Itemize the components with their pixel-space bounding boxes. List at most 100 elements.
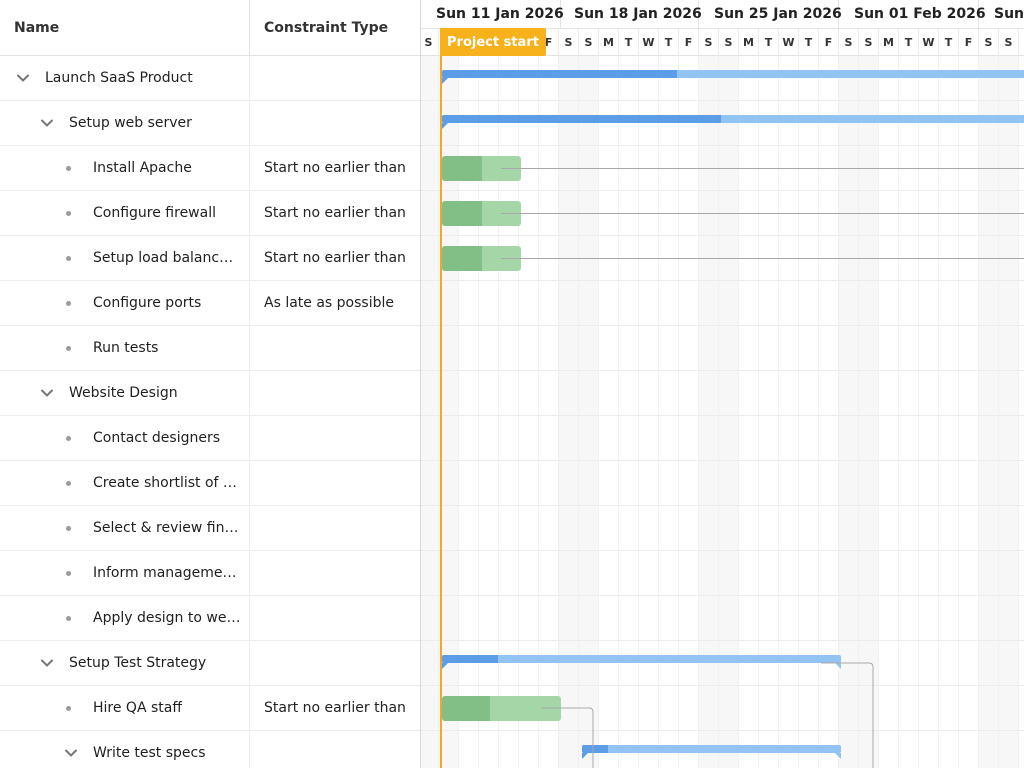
day-header: S (999, 29, 1019, 56)
grid-cell-constraint-type[interactable] (250, 101, 420, 145)
day-column (439, 56, 459, 768)
day-header: F (819, 29, 839, 56)
week-header: Sun 01 Feb 2026 (839, 0, 986, 28)
grid-cell-constraint-type[interactable] (250, 56, 420, 100)
day-column (599, 56, 619, 768)
task-progress-fill (442, 655, 498, 663)
grid-cell-constraint-type[interactable] (250, 326, 420, 370)
task-grid: Name Constraint Type Launch SaaS Product… (0, 0, 421, 768)
dependency-line (541, 707, 594, 768)
bullet-icon (66, 210, 71, 216)
day-column (939, 56, 959, 768)
grid-row[interactable]: Contact designers (0, 416, 420, 461)
day-header: W (779, 29, 799, 56)
grid-cell-name: Inform manageme… (0, 551, 250, 595)
day-column (519, 56, 539, 768)
summary-task-bar[interactable] (442, 115, 1024, 129)
grid-cell-constraint-type[interactable]: Start no earlier than (264, 205, 406, 221)
task-progress-fill (442, 696, 490, 721)
grid-cell-constraint-type[interactable] (250, 641, 420, 685)
grid-row[interactable]: Website Design (0, 371, 420, 416)
grid-row[interactable]: Setup Test Strategy (0, 641, 420, 686)
timeline-row (421, 686, 1024, 731)
grid-cell-constraint-type[interactable] (250, 461, 420, 505)
grid-row[interactable]: Setup web server (0, 101, 420, 146)
grid-cell-name: Select & review fin… (0, 506, 250, 550)
timeline-row (421, 146, 1024, 191)
grid-cell-constraint-type[interactable]: Start no earlier than (264, 250, 406, 266)
grid-row[interactable]: Configure ports As late as possible (0, 281, 420, 326)
grid-cell-name: Write test specs (0, 731, 250, 768)
task-name: Select & review fin… (93, 520, 239, 536)
chevron-down-icon[interactable] (37, 383, 57, 403)
bullet-icon (66, 435, 71, 441)
task-name: Apply design to we… (93, 610, 241, 626)
timeline-row (421, 56, 1024, 101)
task-name: Run tests (93, 340, 159, 356)
day-column (919, 56, 939, 768)
day-column (859, 56, 879, 768)
column-header-name[interactable]: Name (0, 0, 250, 56)
grid-cell-constraint-type[interactable] (250, 551, 420, 595)
grid-body: Launch SaaS Product Setup web server Insta… (0, 56, 420, 768)
grid-cell-constraint-type[interactable] (250, 371, 420, 415)
day-header: M (1019, 29, 1024, 56)
grid-row[interactable]: Run tests (0, 326, 420, 371)
grid-header: Name Constraint Type (0, 0, 420, 56)
day-column (779, 56, 799, 768)
grid-row[interactable]: Apply design to we… (0, 596, 420, 641)
timeline-week-header: Sun 11 Jan 2026 Sun 18 Jan 2026 Sun 25 Jan… (421, 0, 1024, 28)
day-header: S (579, 29, 599, 56)
grid-cell-constraint-type[interactable]: Start no earlier than (264, 160, 406, 176)
task-bar[interactable] (442, 156, 521, 181)
grid-row[interactable]: Configure firewall Start no earlier than (0, 191, 420, 236)
day-header: T (939, 29, 959, 56)
grid-cell-name: Configure ports (0, 281, 250, 325)
bullet-icon (66, 480, 71, 486)
task-progress-fill (442, 70, 678, 78)
grid-cell-name: Setup Test Strategy (0, 641, 250, 685)
chevron-down-icon[interactable] (37, 113, 57, 133)
day-column (739, 56, 759, 768)
task-name: Contact designers (93, 430, 221, 446)
week-header: Sun (979, 0, 1024, 28)
grid-row[interactable]: Select & review fin… (0, 506, 420, 551)
grid-row[interactable]: Install Apache Start no earlier than (0, 146, 420, 191)
grid-cell-name: Create shortlist of t… (0, 461, 250, 505)
timeline-row (421, 641, 1024, 686)
bullet-icon (66, 570, 71, 576)
grid-cell-constraint-type[interactable]: Start no earlier than (264, 700, 406, 716)
day-column (659, 56, 679, 768)
day-header: T (619, 29, 639, 56)
summary-task-bar[interactable] (582, 745, 841, 759)
task-progress-fill (442, 246, 482, 271)
day-header: T (759, 29, 779, 56)
summary-task-bar[interactable] (442, 655, 841, 669)
grid-cell-constraint-type[interactable] (250, 596, 420, 640)
grid-row[interactable]: Inform manageme… (0, 551, 420, 596)
grid-cell-constraint-type[interactable] (250, 416, 420, 460)
day-column (619, 56, 639, 768)
day-column (539, 56, 559, 768)
bullet-icon (66, 300, 71, 306)
grid-row[interactable]: Hire QA staff Start no earlier than (0, 686, 420, 731)
summary-task-bar[interactable] (442, 70, 1024, 84)
day-header: S (979, 29, 999, 56)
day-header: T (659, 29, 679, 56)
gantt-timeline: Sun 11 Jan 2026 Sun 18 Jan 2026 Sun 25 Jan… (421, 0, 1024, 768)
grid-cell-constraint-type[interactable] (250, 506, 420, 550)
chevron-down-icon[interactable] (61, 743, 81, 763)
grid-cell-constraint-type[interactable]: As late as possible (264, 295, 394, 311)
day-header: F (959, 29, 979, 56)
chevron-down-icon[interactable] (37, 653, 57, 673)
bullet-icon (66, 525, 71, 531)
chevron-down-icon[interactable] (13, 68, 33, 88)
grid-row[interactable]: Setup load balanc… Start no earlier than (0, 236, 420, 281)
grid-row[interactable]: Write test specs (0, 731, 420, 768)
grid-row[interactable]: Create shortlist of t… (0, 461, 420, 506)
day-header: M (739, 29, 759, 56)
grid-cell-constraint-type[interactable] (250, 731, 420, 768)
day-header: W (639, 29, 659, 56)
column-header-constraint-type[interactable]: Constraint Type (264, 20, 389, 36)
grid-row[interactable]: Launch SaaS Product (0, 56, 420, 101)
